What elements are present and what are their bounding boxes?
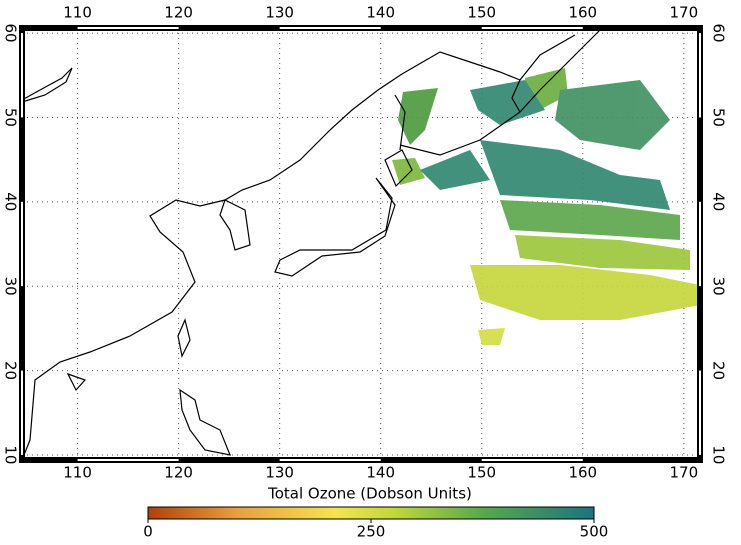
lat-tick-label: 60 [2, 24, 20, 43]
colorbar-tick-label: 0 [143, 523, 153, 541]
lat-tick-label: 40 [2, 192, 20, 211]
colorbar [147, 506, 595, 520]
lon-tick-label: 140 [366, 464, 395, 482]
ozone-patch [398, 88, 438, 145]
lon-tick-label: 110 [63, 4, 92, 22]
lat-tick-label: 20 [710, 361, 728, 380]
lat-tick-label: 50 [710, 108, 728, 127]
lat-tick-label: 30 [2, 277, 20, 296]
ozone-patch [478, 328, 505, 345]
coastlines [21, 29, 601, 461]
ozone-patch [480, 140, 670, 210]
lat-tick-label: 30 [710, 277, 728, 296]
lon-tick-label: 140 [366, 4, 395, 22]
lon-tick-label: 170 [670, 4, 699, 22]
coastline [394, 94, 406, 151]
colorbar-title: Total Ozone (Dobson Units) [267, 485, 472, 503]
ozone-patch [420, 150, 490, 190]
colorbar-tick-label: 250 [357, 523, 386, 541]
lon-tick-label: 160 [568, 4, 597, 22]
coastline [274, 177, 396, 277]
ozone-patch [500, 200, 680, 240]
lon-tick-label: 150 [467, 4, 496, 22]
lat-tick-label: 60 [710, 24, 728, 43]
lon-tick-label: 150 [467, 464, 496, 482]
coastline [179, 388, 231, 456]
map-frame [19, 25, 703, 463]
lat-tick-label: 10 [710, 445, 728, 464]
ozone-patch [470, 80, 545, 125]
coastline [219, 199, 251, 251]
coastline [21, 67, 73, 103]
lat-tick-label: 10 [2, 445, 20, 464]
colorbar-tick-label: 500 [580, 523, 609, 541]
coastline [399, 111, 521, 156]
coastline [66, 372, 87, 392]
lon-tick-label: 170 [670, 464, 699, 482]
coastline [177, 318, 191, 358]
lon-tick-label: 130 [265, 464, 294, 482]
lon-tick-label: 120 [164, 4, 193, 22]
ozone-patch [515, 235, 690, 270]
lon-tick-label: 130 [265, 4, 294, 22]
ozone-patch [555, 80, 670, 150]
coastline [21, 51, 521, 461]
ozone-patch [392, 158, 425, 185]
coastline [384, 149, 413, 188]
lon-tick-label: 160 [568, 464, 597, 482]
lon-tick-label: 120 [164, 464, 193, 482]
lon-tick-label: 110 [63, 464, 92, 482]
ozone-patch [470, 265, 700, 320]
lat-tick-label: 40 [710, 192, 728, 211]
ozone-swath [392, 68, 700, 345]
lat-tick-label: 20 [2, 361, 20, 380]
lat-tick-label: 50 [2, 108, 20, 127]
